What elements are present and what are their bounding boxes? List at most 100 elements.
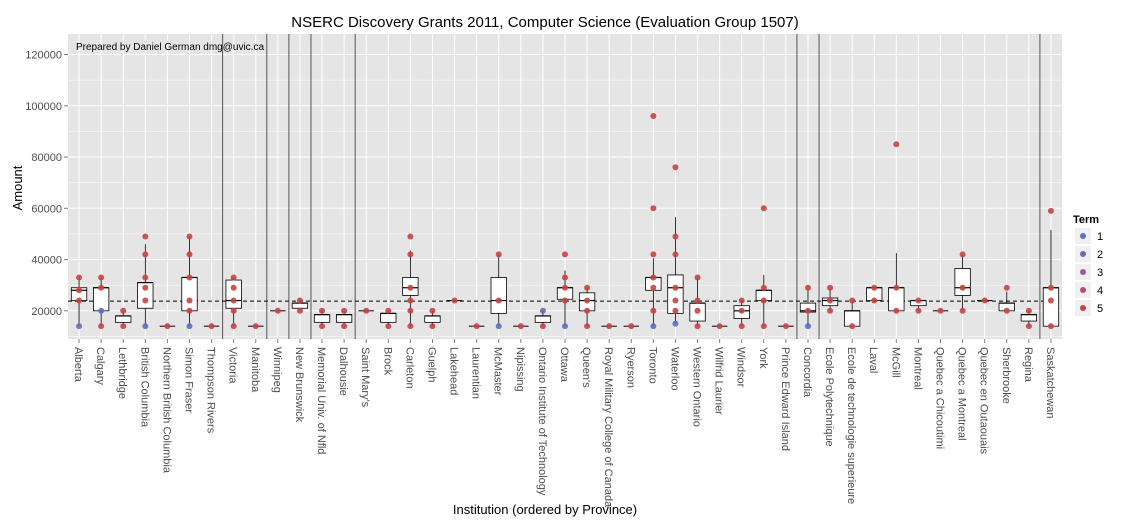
x-tick-label: Queen's <box>580 347 592 388</box>
x-tick-label: York <box>757 347 769 369</box>
data-point <box>672 251 679 258</box>
x-tick-label: Nipissing <box>514 347 526 392</box>
data-point <box>584 297 591 304</box>
data-point <box>827 297 834 304</box>
data-point <box>230 274 237 281</box>
y-tick-label: 80000 <box>31 152 62 164</box>
data-point <box>120 307 127 314</box>
data-point <box>341 323 348 330</box>
data-point <box>760 323 767 330</box>
data-point <box>517 323 524 330</box>
legend-swatch <box>1080 269 1086 275</box>
data-point <box>738 323 745 330</box>
legend-label: 5 <box>1097 303 1103 315</box>
box-mcgill <box>888 287 905 312</box>
data-point <box>186 274 193 281</box>
data-point <box>76 274 83 281</box>
data-point <box>1025 307 1032 314</box>
data-point <box>142 323 149 330</box>
data-point <box>407 284 414 291</box>
data-point <box>650 323 657 330</box>
x-tick-label: Wilfrid Laurier <box>713 347 725 415</box>
data-point <box>407 297 414 304</box>
x-tick-label: Ecole de technologie superieure <box>845 347 857 504</box>
x-tick-label: Calgary <box>94 347 106 385</box>
data-point <box>937 307 944 314</box>
data-point <box>1047 297 1054 304</box>
x-axis-ticks: Alberta Calgary Lethbridge British Columbia… <box>72 339 1056 508</box>
y-tick-label: 40000 <box>31 255 62 267</box>
data-point <box>893 284 900 291</box>
data-point <box>849 297 856 304</box>
x-tick-label: Lethbridge <box>116 347 128 399</box>
legend-swatch <box>1080 287 1086 293</box>
data-point <box>738 297 745 304</box>
data-point <box>407 233 414 240</box>
data-point <box>915 307 922 314</box>
data-point <box>1047 284 1054 291</box>
legend-title: Term <box>1073 214 1099 226</box>
data-point <box>142 284 149 291</box>
data-point <box>230 323 237 330</box>
data-point <box>208 323 215 330</box>
x-tick-label: Lakehead <box>448 347 460 395</box>
x-tick-label: Ontario Institute of Technology <box>536 347 548 496</box>
x-tick-label: Ryerson <box>624 347 636 388</box>
data-point <box>407 251 414 258</box>
data-point <box>650 113 657 120</box>
x-tick-label: Laval <box>867 347 879 373</box>
province-dividers <box>222 34 1041 339</box>
box-dalhousie <box>335 314 353 323</box>
data-point <box>296 307 303 314</box>
data-point <box>672 307 679 314</box>
legend-label: 2 <box>1097 249 1103 261</box>
data-point <box>562 284 568 291</box>
data-point <box>252 323 259 330</box>
data-point <box>760 297 767 304</box>
y-tick-label: 120000 <box>25 50 62 62</box>
data-point <box>296 297 303 304</box>
data-point <box>1003 284 1010 291</box>
x-tick-label: Waterloo <box>668 347 680 391</box>
data-point <box>539 323 546 330</box>
data-point <box>672 164 679 171</box>
data-point <box>1047 207 1054 214</box>
data-point <box>959 251 966 258</box>
data-point <box>76 323 83 330</box>
data-point <box>98 307 105 314</box>
data-point <box>738 307 745 314</box>
data-point <box>230 297 237 304</box>
data-point <box>274 307 281 314</box>
data-point <box>804 284 811 291</box>
data-point <box>495 297 502 304</box>
data-point <box>363 307 370 314</box>
data-point <box>186 251 193 258</box>
data-point <box>672 233 679 240</box>
data-point <box>694 307 701 314</box>
x-tick-label: Carleton <box>403 347 415 389</box>
x-tick-label: Alberta <box>72 347 84 383</box>
data-point <box>871 297 878 304</box>
data-point <box>650 284 657 291</box>
data-point <box>429 323 436 330</box>
data-point <box>562 323 568 330</box>
x-tick-label: Concordia <box>801 347 813 398</box>
x-tick-label: Quebec a Chicoutimi <box>934 347 946 449</box>
x-tick-label: Thompson Rivers <box>205 347 217 434</box>
x-axis-title: Institution (ordered by Province) <box>453 502 637 517</box>
x-tick-label: Simon Fraser <box>182 347 194 413</box>
data-point <box>760 284 767 291</box>
data-point <box>98 323 105 330</box>
box-guelph <box>424 315 441 323</box>
box-new-brunswick <box>291 302 309 309</box>
data-point <box>473 323 480 330</box>
x-tick-label: Regina <box>1022 347 1034 383</box>
x-tick-label: Dalhousie <box>337 347 349 396</box>
legend-label: 1 <box>1097 231 1103 243</box>
data-point <box>628 323 635 330</box>
box-waterloo <box>667 274 684 314</box>
data-point <box>319 307 326 314</box>
x-tick-label: Royal Military College of Canada <box>602 347 614 508</box>
data-point <box>672 297 679 304</box>
data-point <box>98 274 105 281</box>
